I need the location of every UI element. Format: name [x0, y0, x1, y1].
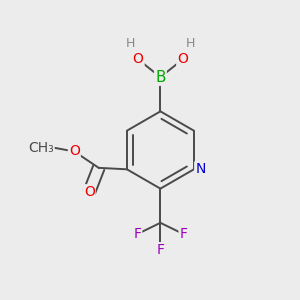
Text: N: N [195, 162, 206, 176]
Text: O: O [69, 145, 80, 158]
Text: F: F [180, 227, 188, 241]
Text: B: B [155, 70, 166, 85]
Text: F: F [156, 243, 164, 257]
Text: CH₃: CH₃ [28, 141, 53, 155]
Text: H: H [126, 38, 135, 50]
Text: O: O [133, 52, 143, 66]
Text: O: O [84, 185, 94, 199]
Text: F: F [133, 227, 141, 241]
Text: O: O [177, 52, 188, 66]
Text: H: H [185, 38, 195, 50]
